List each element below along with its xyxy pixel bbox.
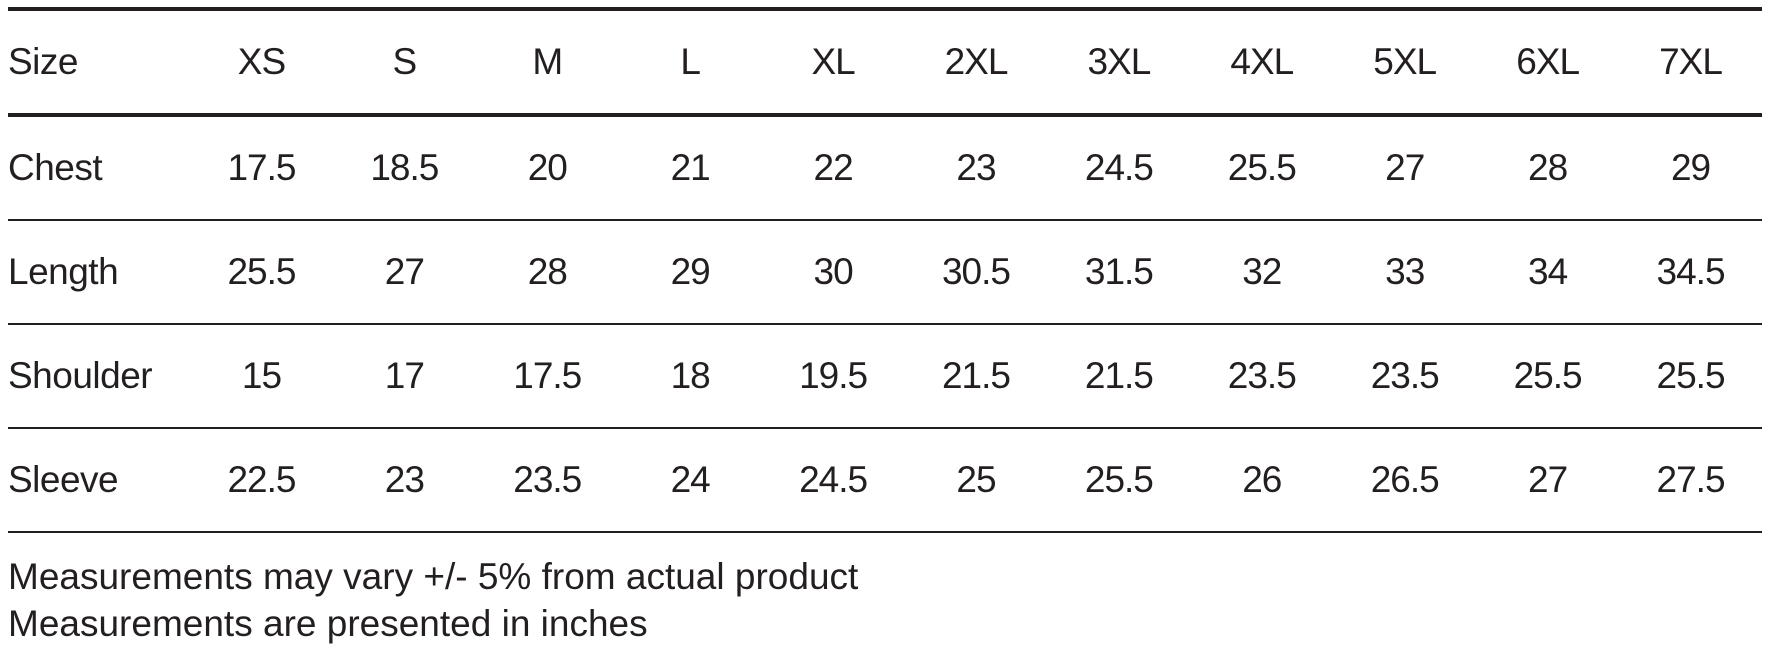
- measurement-cell: 17.5: [513, 355, 582, 396]
- measurement-cell: 20: [527, 147, 568, 188]
- measurement-cell: 25.5: [1656, 355, 1726, 396]
- measurement-cell: 26: [1242, 459, 1282, 500]
- measurement-cell: 28: [527, 251, 568, 292]
- measurement-cell: 33: [1385, 251, 1425, 292]
- table-body: Chest 17.5 18.5 20 21 22 23 24.5 25.5 27 28 29 Lengt…: [8, 115, 1762, 532]
- measurement-cell: 25.5: [1227, 147, 1297, 188]
- size-header-xs: XS: [237, 41, 286, 82]
- measurement-cell: 21.5: [1084, 355, 1154, 396]
- size-header-l: L: [680, 41, 701, 82]
- measurement-cell: 23: [384, 459, 425, 500]
- footnotes: Measurements may vary +/- 5% from actual…: [8, 553, 858, 647]
- measurement-cell: 19.5: [799, 355, 868, 396]
- measurement-cell: 23.5: [513, 459, 582, 500]
- measurement-cell: 22: [813, 147, 854, 188]
- size-header-5xl: 5XL: [1373, 41, 1437, 82]
- measurement-cell: 27: [384, 251, 425, 292]
- measurement-cell: 23.5: [1227, 355, 1297, 396]
- measurement-cell: 25.5: [1513, 355, 1583, 396]
- measurement-cell: 17: [384, 355, 425, 396]
- measurement-cell: 21: [670, 147, 711, 188]
- row-label: Sleeve: [8, 459, 119, 500]
- measurement-cell: 32: [1242, 251, 1282, 292]
- size-header-m: M: [532, 41, 563, 82]
- measurement-cell: 15: [241, 355, 282, 396]
- measurement-cell: 25.5: [1084, 459, 1154, 500]
- size-header-s: S: [392, 41, 418, 82]
- measurement-cell: 31.5: [1084, 251, 1154, 292]
- header-label: Size: [8, 41, 78, 82]
- measurement-cell: 30.5: [941, 251, 1011, 292]
- measurement-cell: 29: [670, 251, 711, 292]
- size-header-7xl: 7XL: [1659, 41, 1723, 82]
- table-row: Sleeve 22.5 23 23.5 24 24.5 25 25.5 26 26.5 27 27.5: [8, 428, 1762, 532]
- measurement-cell: 17.5: [227, 147, 296, 188]
- measurement-cell: 27: [1528, 459, 1568, 500]
- measurement-cell: 23.5: [1370, 355, 1440, 396]
- row-label: Shoulder: [8, 355, 153, 396]
- measurement-cell: 21.5: [941, 355, 1011, 396]
- measurement-cell: 29: [1670, 147, 1711, 188]
- measurement-cell: 24.5: [799, 459, 868, 500]
- measurement-cell: 27: [1385, 147, 1425, 188]
- measurement-cell: 25.5: [227, 251, 296, 292]
- measurement-cell: 22.5: [227, 459, 296, 500]
- measurement-cell: 28: [1528, 147, 1568, 188]
- size-chart-table: Size XS S M L XL 2XL 3XL 4XL 5XL 6XL 7XL Chest 17.5…: [8, 7, 1762, 533]
- size-header-xl: XL: [811, 41, 855, 82]
- measurement-cell: 34.5: [1656, 251, 1726, 292]
- row-label: Length: [8, 251, 119, 292]
- note-variance: Measurements may vary +/- 5% from actual…: [8, 556, 859, 597]
- size-header-3xl: 3XL: [1087, 41, 1151, 82]
- note-units: Measurements are presented in inches: [8, 603, 648, 644]
- measurement-cell: 34: [1528, 251, 1568, 292]
- measurement-cell: 26.5: [1370, 459, 1440, 500]
- measurement-cell: 24.5: [1084, 147, 1154, 188]
- measurement-cell: 23: [956, 147, 996, 188]
- measurement-cell: 18.5: [370, 147, 439, 188]
- header-row: Size XS S M L XL 2XL 3XL 4XL 5XL 6XL 7XL: [8, 9, 1762, 115]
- measurement-cell: 24: [670, 459, 711, 500]
- table-row: Length 25.5 27 28 29 30 30.5 31.5 32 33 34 34.5: [8, 220, 1762, 324]
- measurement-cell: 27.5: [1656, 459, 1726, 500]
- measurement-cell: 25: [956, 459, 996, 500]
- measurement-cell: 18: [670, 355, 711, 396]
- size-header-4xl: 4XL: [1230, 41, 1294, 82]
- row-label: Chest: [8, 147, 103, 188]
- table-row: Shoulder 15 17 17.5 18 19.5 21.5 21.5 23.5 23.5 25…: [8, 324, 1762, 428]
- size-header-2xl: 2XL: [944, 41, 1009, 82]
- measurement-cell: 30: [813, 251, 854, 292]
- size-header-6xl: 6XL: [1516, 41, 1580, 82]
- table-row: Chest 17.5 18.5 20 21 22 23 24.5 25.5 27 28 29: [8, 115, 1762, 220]
